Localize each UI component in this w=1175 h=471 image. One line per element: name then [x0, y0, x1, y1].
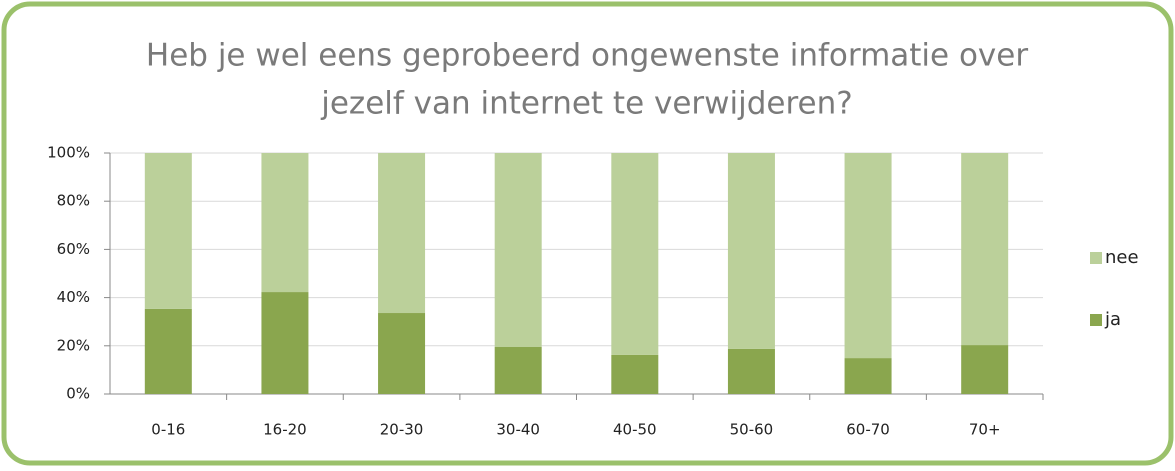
legend-swatch — [1090, 314, 1102, 326]
x-tick-label: 60-70 — [846, 421, 890, 439]
x-tick-label: 16-20 — [263, 421, 307, 439]
bar-segment — [144, 308, 192, 394]
chart-title: Heb je wel eens geprobeerd ongewenste in… — [146, 38, 1028, 74]
chart-title: jezelf van internet te verwijderen? — [320, 86, 852, 122]
legend-swatch — [1090, 252, 1102, 264]
bar-segment — [727, 153, 775, 349]
bar-segment — [494, 347, 542, 394]
x-tick-label: 70+ — [969, 421, 1001, 439]
y-tick-label: 100% — [47, 144, 90, 162]
bar-segment — [727, 348, 775, 394]
bar-segment — [611, 354, 659, 394]
bar-segment — [378, 153, 426, 314]
legend-label: ja — [1104, 309, 1121, 330]
y-tick-label: 20% — [57, 336, 90, 354]
bar-segment — [494, 153, 542, 348]
bar-segment — [144, 153, 192, 309]
bar-segment — [261, 292, 309, 394]
bar-segment — [961, 153, 1009, 346]
y-tick-label: 0% — [66, 385, 90, 403]
bar-segment — [611, 153, 659, 355]
x-tick-label: 40-50 — [613, 421, 657, 439]
bar-segment — [261, 153, 309, 293]
x-tick-label: 20-30 — [380, 421, 424, 439]
x-tick-label: 50-60 — [730, 421, 774, 439]
x-tick-label: 30-40 — [496, 421, 540, 439]
bar-segment — [378, 313, 426, 394]
x-tick-label: 0-16 — [151, 421, 185, 439]
legend-label: nee — [1105, 247, 1139, 268]
y-tick-label: 60% — [57, 240, 90, 258]
y-tick-label: 40% — [57, 288, 90, 306]
bar-segment — [844, 358, 892, 394]
bar-segment — [844, 153, 892, 359]
bar-segment — [961, 345, 1009, 394]
y-tick-label: 80% — [57, 192, 90, 210]
